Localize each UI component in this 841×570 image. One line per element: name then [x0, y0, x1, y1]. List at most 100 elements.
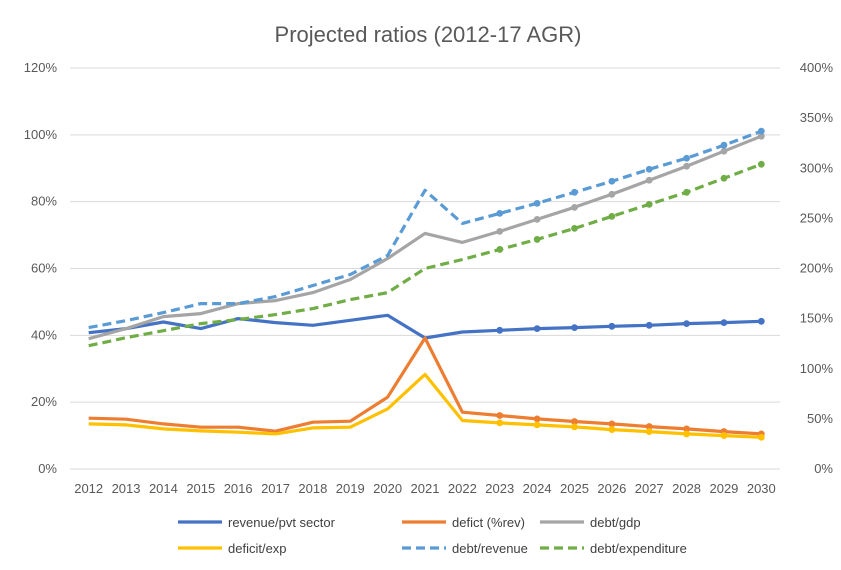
- y-left-tick-label: 0%: [38, 461, 57, 476]
- legend: revenue/pvt sector defict (%rev) debt/gdp d…: [178, 515, 687, 556]
- legend-item: debt/gdp: [540, 515, 641, 530]
- data-point: [608, 420, 616, 428]
- gridlines: [70, 67, 780, 470]
- series-deficit-exp: [88, 372, 765, 441]
- data-point: [683, 188, 690, 196]
- y-right-tick-label: 0%: [814, 461, 833, 476]
- series-line: [88, 129, 762, 330]
- x-axis: 2012 2013 2014 2015 2016 2017 2018 2019 2020 2021…: [74, 481, 776, 496]
- data-point: [720, 319, 728, 327]
- data-point: [608, 212, 616, 220]
- series-debt-gdp: [88, 132, 765, 341]
- x-tick-label: 2026: [597, 481, 626, 496]
- data-point: [720, 174, 728, 182]
- chart-title: Projected ratios (2012-17 AGR): [275, 22, 582, 47]
- data-point: [645, 200, 653, 208]
- x-tick-label: 2023: [485, 481, 514, 496]
- x-tick-label: 2024: [523, 481, 552, 496]
- legend-label: debt/gdp: [590, 515, 641, 530]
- data-point: [645, 176, 653, 184]
- legend-item: debt/expenditure: [540, 541, 687, 556]
- legend-item: revenue/pvt sector: [178, 515, 336, 530]
- series-defict-rev-: [88, 336, 765, 438]
- y-axis-right: 0% 50% 100% 150% 200% 250% 300% 350% 400%: [800, 60, 834, 476]
- x-tick-label: 2019: [336, 481, 365, 496]
- data-point: [533, 325, 541, 333]
- legend-label: revenue/pvt sector: [228, 515, 336, 530]
- data-point: [496, 228, 504, 235]
- data-point: [608, 177, 616, 185]
- data-point: [757, 317, 765, 325]
- series-debt-expenditure: [88, 160, 765, 348]
- data-point: [571, 418, 578, 425]
- data-point: [720, 141, 728, 149]
- x-tick-label: 2025: [560, 481, 589, 496]
- data-point: [533, 199, 541, 207]
- data-point: [608, 426, 616, 433]
- data-point: [571, 188, 578, 196]
- data-point: [571, 324, 578, 332]
- y-right-tick-label: 200%: [800, 261, 834, 276]
- data-point: [720, 147, 728, 155]
- data-point: [645, 321, 653, 329]
- x-tick-label: 2017: [261, 481, 290, 496]
- data-point: [757, 132, 765, 140]
- data-point: [533, 421, 541, 429]
- y-left-tick-label: 60%: [31, 261, 57, 276]
- data-point: [496, 326, 504, 334]
- legend-item: debt/revenue: [402, 541, 528, 556]
- data-point: [608, 190, 616, 198]
- data-point: [720, 432, 728, 439]
- x-tick-label: 2028: [672, 481, 701, 496]
- x-tick-label: 2029: [709, 481, 738, 496]
- y-right-tick-label: 350%: [800, 110, 834, 125]
- series-line: [88, 336, 762, 436]
- y-axis-left: 0% 20% 40% 60% 80% 100% 120%: [24, 60, 58, 476]
- y-right-tick-label: 100%: [800, 361, 834, 376]
- x-tick-label: 2013: [112, 481, 141, 496]
- legend-label: debt/expenditure: [590, 541, 687, 556]
- data-point: [496, 412, 504, 419]
- data-point: [645, 423, 653, 430]
- legend-item: defict (%rev): [402, 515, 525, 530]
- data-point: [608, 322, 616, 330]
- x-tick-label: 2015: [186, 481, 215, 496]
- y-left-tick-label: 120%: [24, 60, 58, 75]
- series-line: [88, 134, 762, 341]
- x-tick-label: 2014: [149, 481, 178, 496]
- data-point: [683, 430, 690, 438]
- y-left-tick-label: 80%: [31, 194, 57, 209]
- data-point: [645, 428, 653, 435]
- data-point: [683, 425, 690, 433]
- data-point: [533, 215, 541, 223]
- data-point: [496, 419, 504, 427]
- data-point: [571, 225, 578, 232]
- y-left-tick-label: 40%: [31, 327, 57, 342]
- data-point: [757, 160, 765, 168]
- y-left-tick-label: 100%: [24, 127, 58, 142]
- data-point: [496, 209, 504, 217]
- data-point: [533, 415, 541, 423]
- data-point: [571, 423, 578, 431]
- x-tick-label: 2027: [635, 481, 664, 496]
- series-debt-revenue: [88, 127, 765, 330]
- data-point: [757, 127, 765, 135]
- legend-label: defict (%rev): [452, 515, 525, 530]
- data-point: [757, 433, 765, 441]
- y-right-tick-label: 150%: [800, 311, 834, 326]
- data-point: [496, 246, 504, 253]
- y-right-tick-label: 250%: [800, 210, 834, 225]
- x-tick-label: 2030: [747, 481, 776, 496]
- data-point: [683, 162, 690, 170]
- x-tick-label: 2022: [448, 481, 477, 496]
- data-point: [533, 236, 541, 243]
- legend-label: deficit/exp: [228, 541, 287, 556]
- data-point: [683, 154, 690, 162]
- series-group: [88, 127, 765, 441]
- data-point: [645, 165, 653, 173]
- y-right-tick-label: 50%: [807, 411, 833, 426]
- y-right-tick-label: 300%: [800, 160, 834, 175]
- x-tick-label: 2020: [373, 481, 402, 496]
